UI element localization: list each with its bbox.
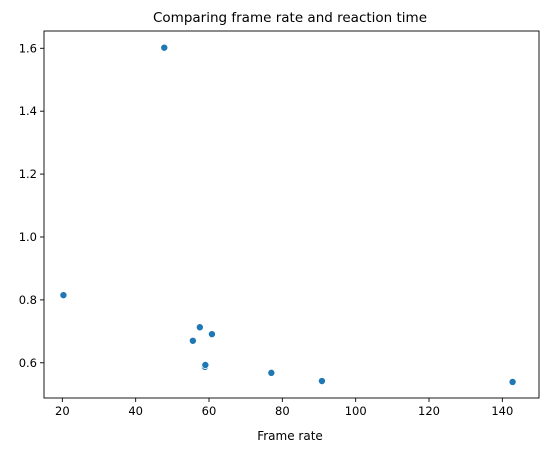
x-axis: 20 40 60 80 100 120 140 [55, 398, 513, 418]
y-tick-label: 0.6 [19, 356, 37, 370]
data-point [59, 291, 68, 300]
data-point [160, 43, 169, 52]
data-point [201, 360, 210, 369]
x-tick-label: 60 [202, 404, 217, 418]
x-tick-label: 40 [128, 404, 143, 418]
data-point [508, 377, 517, 386]
y-tick-label: 0.8 [19, 293, 37, 307]
data-points [59, 43, 517, 386]
x-tick-label: 80 [275, 404, 290, 418]
chart-title: Comparing frame rate and reaction time [153, 10, 427, 26]
x-tick-label: 140 [491, 404, 513, 418]
x-axis-label: Frame rate [257, 429, 323, 443]
data-point [195, 323, 204, 332]
x-tick-label: 20 [55, 404, 70, 418]
data-point [188, 336, 197, 345]
data-point [267, 368, 276, 377]
y-tick-label: 1.2 [19, 167, 37, 181]
y-tick-label: 1.0 [19, 230, 37, 244]
x-tick-label: 100 [345, 404, 367, 418]
y-tick-label: 1.4 [19, 104, 37, 118]
y-axis: 0.6 0.8 1.0 1.2 1.4 1.6 [19, 41, 44, 370]
plot-frame [43, 30, 540, 399]
y-tick-label: 1.6 [19, 41, 37, 55]
data-point [207, 330, 216, 339]
data-point [317, 377, 326, 386]
x-tick-label: 120 [418, 404, 440, 418]
